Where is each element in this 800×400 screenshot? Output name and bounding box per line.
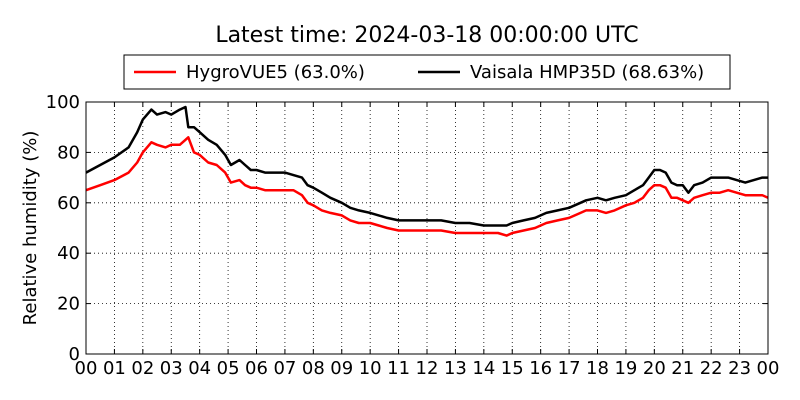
y-tick-label: 20 bbox=[57, 294, 80, 315]
x-tick-label: 10 bbox=[359, 358, 382, 379]
y-tick-label: 60 bbox=[57, 193, 80, 214]
y-tick-label: 80 bbox=[57, 142, 80, 163]
x-tick-label: 06 bbox=[245, 358, 268, 379]
x-tick-label: 20 bbox=[643, 358, 666, 379]
chart-title: Latest time: 2024-03-18 00:00:00 UTC bbox=[215, 23, 638, 48]
y-axis-label: Relative humidity (%) bbox=[20, 131, 41, 326]
x-tick-label: 23 bbox=[728, 358, 751, 379]
series-layer bbox=[85, 105, 769, 237]
y-axis: 0 20 40 60 80 100 bbox=[46, 92, 768, 365]
x-tick-label: 09 bbox=[330, 358, 353, 379]
y-tick-label: 40 bbox=[57, 243, 80, 264]
x-tick-label: 02 bbox=[131, 358, 154, 379]
x-tick-label: 15 bbox=[501, 358, 524, 379]
x-tick-label: 00 bbox=[757, 358, 780, 379]
x-tick-label: 13 bbox=[444, 358, 467, 379]
x-tick-label: 05 bbox=[217, 358, 240, 379]
x-tick-label: 07 bbox=[273, 358, 296, 379]
grid bbox=[86, 102, 768, 354]
x-tick-label: 01 bbox=[103, 358, 126, 379]
y-tick-label: 0 bbox=[69, 344, 80, 365]
x-tick-label: 14 bbox=[472, 358, 495, 379]
x-tick-label: 12 bbox=[416, 358, 439, 379]
series-line-vaisala bbox=[85, 105, 768, 227]
x-axis: 00 01 02 03 04 05 06 07 08 09 10 11 12 13 14 15 16 17 18 19… bbox=[75, 102, 780, 379]
series-line-hygrovue5 bbox=[85, 136, 769, 237]
x-tick-label: 03 bbox=[160, 358, 183, 379]
x-tick-label: 22 bbox=[700, 358, 723, 379]
x-tick-label: 21 bbox=[671, 358, 694, 379]
x-tick-label: 11 bbox=[387, 358, 410, 379]
x-tick-label: 17 bbox=[558, 358, 581, 379]
legend: HygroVUE5 (63.0%) Vaisala HMP35D (68.63%… bbox=[123, 54, 731, 90]
y-tick-label: 100 bbox=[46, 92, 80, 113]
x-tick-label: 04 bbox=[188, 358, 211, 379]
x-tick-label: 08 bbox=[302, 358, 325, 379]
legend-label-hygrovue5: HygroVUE5 (63.0%) bbox=[186, 62, 365, 83]
x-tick-label: 19 bbox=[614, 358, 637, 379]
x-tick-label: 00 bbox=[75, 358, 98, 379]
x-tick-label: 18 bbox=[586, 358, 609, 379]
x-tick-label: 16 bbox=[529, 358, 552, 379]
legend-label-vaisala: Vaisala HMP35D (68.63%) bbox=[470, 62, 704, 83]
